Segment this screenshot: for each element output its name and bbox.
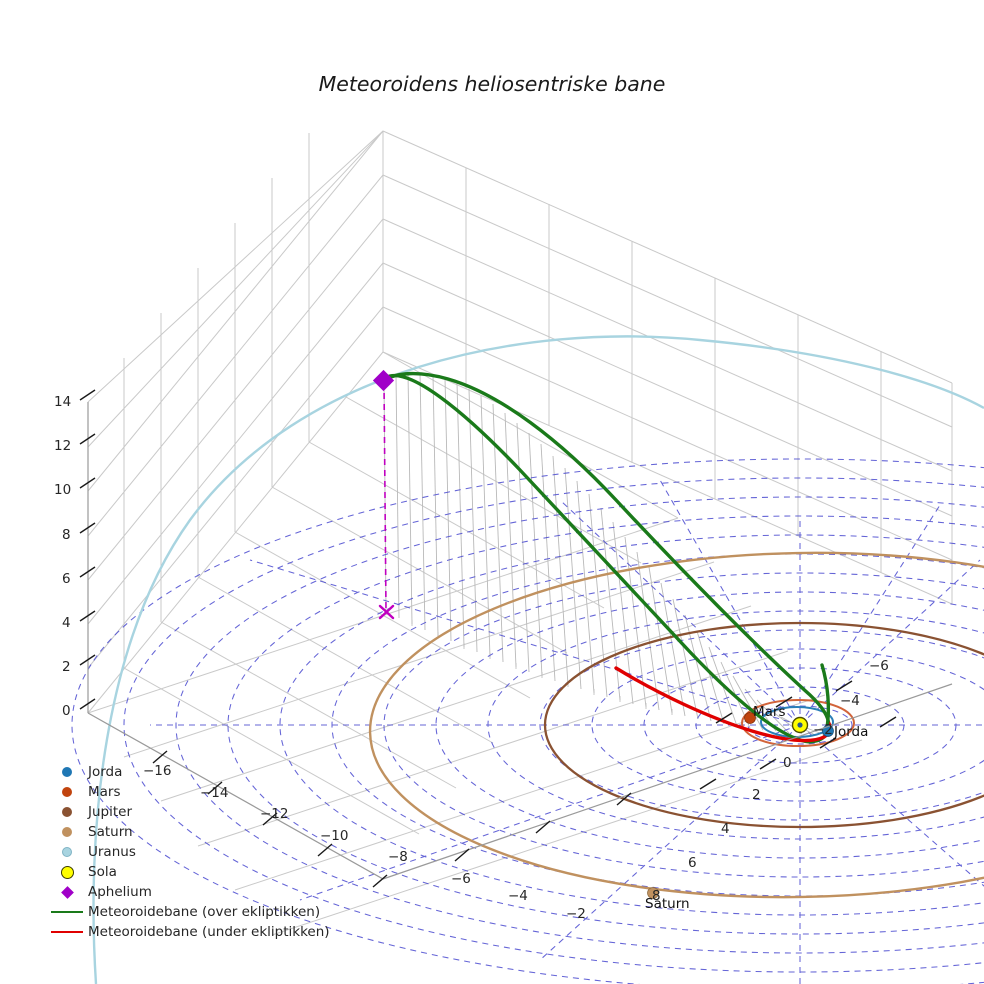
z-tick-0: 0 [62,703,71,719]
polar-grid [71,458,984,984]
y-tick-8: 8 [652,888,661,904]
jorda-marker-icon [46,767,88,777]
legend-label-orbit-below: Meteoroidebane (under ekliptikken) [88,924,330,940]
z-tick-4: 4 [62,615,71,631]
y-tick-4: 4 [721,821,730,837]
x-axis-ticks [152,750,632,888]
y-axis-ticks [699,680,897,790]
aphelion-marker [372,369,395,392]
y-tick-6: 6 [688,855,697,871]
y-tick-neg2: −2 [813,722,833,738]
label-jorda: Jorda [834,724,869,740]
z-tick-14: 14 [54,394,72,410]
mars-marker-icon [46,787,88,797]
orbit-uranus [92,335,984,984]
x-tick-neg4: −4 [508,888,528,904]
marker-sola-core [797,722,803,728]
legend-item-aphelium[interactable]: Aphelium [46,882,346,902]
legend-item-sola[interactable]: Sola [46,862,346,882]
uranus-marker-icon [46,847,88,857]
legend-label-saturn: Saturn [88,824,133,840]
axes-pane-grid [87,130,953,714]
y-tick-2: 2 [752,787,761,803]
x-tick-neg10: −10 [320,828,349,844]
orbit-saturn [368,551,984,899]
legend-item-jorda[interactable]: Jorda [46,762,346,782]
z-tick-10: 10 [54,482,72,498]
x-tick-neg6: −6 [451,871,471,887]
z-tick-12: 12 [54,438,72,454]
jupiter-marker-icon [46,807,88,817]
z-tick-2: 2 [62,659,71,675]
x-tick-neg8: −8 [388,849,408,865]
aphelion-projection-x-icon [378,604,395,620]
legend-item-saturn[interactable]: Saturn [46,822,346,842]
legend-label-jorda: Jorda [88,764,123,780]
orbit-mars [741,699,855,747]
z-axis-ticks [79,389,96,710]
label-mars: Mars [753,704,786,720]
aphelium-marker-icon [46,885,88,899]
z-tick-8: 8 [62,527,71,543]
legend-item-orbit-below[interactable]: Meteoroidebane (under ekliptikken) [46,922,346,942]
aphelion-projection-line [383,381,387,612]
sola-marker-icon [46,865,88,879]
orbit-jupiter [543,621,984,829]
legend: Jorda Mars Jupiter Saturn Uranus [46,762,346,942]
page-title: Meteoroidens heliosentriske bane [318,72,666,96]
meteoroid-orbit-perihelion-arc [820,663,831,730]
y-tick-0: 0 [783,755,792,771]
legend-item-uranus[interactable]: Uranus [46,842,346,862]
legend-label-sola: Sola [88,864,117,880]
floor-cartesian-grid [87,351,863,936]
x-tick-neg2: −2 [566,906,586,922]
legend-item-jupiter[interactable]: Jupiter [46,802,346,822]
y-tick-neg6: −6 [869,658,889,674]
y-tick-neg4: −4 [840,693,860,709]
saturn-marker-icon [46,827,88,837]
legend-label-aphelium: Aphelium [88,884,152,900]
legend-label-jupiter: Jupiter [88,804,133,820]
legend-label-uranus: Uranus [88,844,136,860]
z-tick-6: 6 [62,571,71,587]
x-tick-neg16: −16 [143,763,172,779]
legend-label-mars: Mars [88,784,121,800]
legend-item-orbit-above[interactable]: Meteoroidebane (over ekliptikken) [46,902,346,922]
x-tick-neg14: −14 [200,785,229,801]
x-tick-neg12: −12 [260,806,289,822]
legend-label-orbit-above: Meteoroidebane (over ekliptikken) [88,904,321,920]
axis-spines [87,402,953,880]
label-saturn: Saturn [645,896,690,912]
marker-saturn [647,887,659,899]
red-line-icon [46,931,88,933]
marker-jorda [822,725,834,737]
green-line-icon [46,911,88,913]
legend-item-mars[interactable]: Mars [46,782,346,802]
marker-mars [744,712,756,724]
